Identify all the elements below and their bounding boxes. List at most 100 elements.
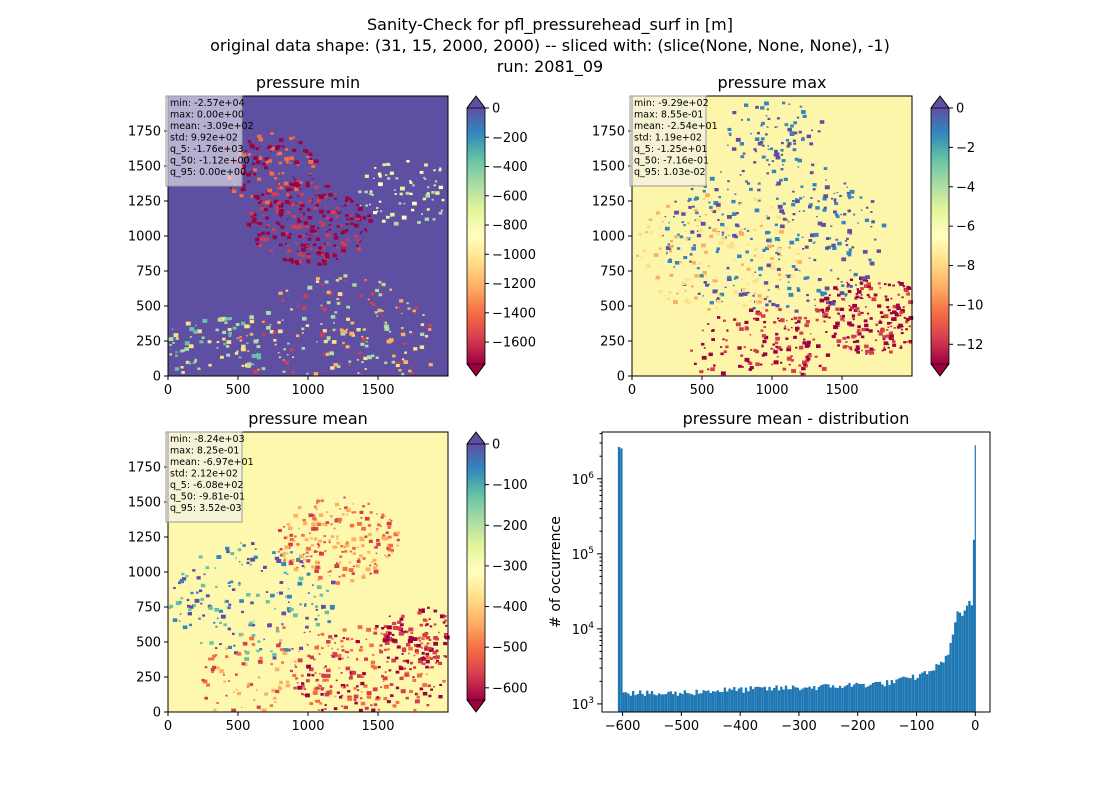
histogram-bar [954,622,957,712]
histogram-bar [820,685,823,712]
stats-line: max: 0.00e+00 [170,110,244,121]
histogram-bar [643,695,647,712]
histogram-bar [650,691,654,712]
x-tick-label: 0 [164,719,172,734]
stats-line: q_95: 3.52e-03 [170,503,242,514]
y-axis-label: # of occurrence [548,516,564,628]
histogram-bar [761,687,764,712]
histogram-bar [878,681,882,712]
stats-line: q_5: -1.25e+01 [634,144,708,155]
histogram-bar [657,693,661,712]
histogram-bar [944,655,948,712]
colorbar-tick-label: 0 [492,102,500,117]
stats-box-frame [165,95,243,187]
histogram-bar [951,634,955,712]
x-tick-label: −500 [664,719,700,734]
panel-title: pressure mean [248,409,368,428]
colorbar-tick-label: −10 [956,298,983,313]
histogram-bar [932,670,936,712]
histogram-bar [794,687,797,712]
histogram-bar [782,689,785,712]
x-tick-label: 0 [971,719,979,734]
colorbar-tick-label: −200 [492,519,528,534]
panel-title: pressure mean - distribution [683,409,910,428]
histogram-bar [714,691,717,712]
histogram-bar [843,686,846,712]
x-tick-label: −200 [840,719,876,734]
heatmap-texture [636,101,914,376]
histogram-bar [949,643,952,712]
y-tick-label: 104 [572,621,595,638]
colorbar-tick-label: −500 [492,641,528,656]
histogram-bar [890,680,893,712]
colorbar-gradient [467,108,485,364]
histogram-bar [669,691,672,712]
histogram-bar [735,690,738,712]
y-tick-label: 750 [136,265,161,280]
colorbar: 0 −2 −4 −6 −8 −10 −12 [930,95,983,377]
colorbar-tick-label: −600 [492,189,528,204]
colorbar-outline [930,95,950,377]
histogram-bar [768,686,771,712]
colorbar-extend-max [930,95,950,109]
histogram-bar [624,692,628,712]
heatmap-texture [168,132,445,376]
histogram-bar [631,691,635,712]
histogram-bar [756,686,759,712]
histogram-bar [747,691,750,712]
histogram-bar [655,695,658,712]
colorbar-extend-min [466,363,486,377]
histogram-bar [918,674,922,712]
panel-title: pressure max [717,73,826,92]
histogram-bar [867,686,870,712]
histogram-bar [787,689,790,712]
histogram-bar [617,447,621,712]
y-tick-label: 1500 [128,496,161,511]
x-tick-label: 0 [164,383,172,398]
histogram-bar [961,615,964,712]
histogram-bar [742,692,745,712]
stats-line: max: 8.55e-01 [634,110,703,121]
stats-line: min: -8.24e+03 [170,434,245,445]
histogram-bar [803,687,806,712]
histogram-bar [963,610,966,712]
histogram-bar [876,681,879,712]
histogram-bar [897,678,901,712]
histogram-bar [921,672,924,712]
histogram-bar [634,695,637,712]
colorbar-tick-label: −400 [492,160,528,175]
histogram-bar [749,686,752,712]
y-tick-label: 750 [600,265,625,280]
colorbar-outline [466,95,486,377]
histogram-bar [930,670,933,712]
x-tick-label: 1500 [825,383,858,398]
colorbar-tick-label: 0 [492,438,500,453]
histogram-bar [834,687,837,712]
y-tick-label: 1000 [128,230,161,245]
x-tick-label: 1000 [755,383,788,398]
y-tick-label: 0 [153,370,161,385]
histogram-bar [688,693,691,712]
histogram-bar [848,683,851,712]
histogram-bar [700,693,703,712]
colorbar-gradient [467,444,485,700]
figure-title-line-1: Sanity-Check for pfl_pressurehead_surf i… [367,15,733,35]
histogram-bar [940,661,943,712]
stats-line: q_5: -1.76e+03 [170,144,244,155]
colorbar: 0 −100 −200 −300 −400 −500 −600 [466,431,528,713]
histogram-bar [686,692,689,712]
y-tick-label: 0 [617,370,625,385]
stats-line: q_5: -6.08e+02 [170,480,244,491]
histogram-bar [895,679,898,712]
stats-line: mean: -3.09e+02 [170,121,254,132]
plot-frame-outline [601,431,991,713]
histogram-bar [709,692,712,712]
y-tick-label: 500 [600,300,625,315]
histogram-bar [667,691,670,712]
histogram-bar [845,684,849,712]
x-tick-label: 1500 [361,383,394,398]
stats-line: min: -2.57e+04 [170,98,245,109]
colorbar-tick-label: −1000 [492,248,536,263]
